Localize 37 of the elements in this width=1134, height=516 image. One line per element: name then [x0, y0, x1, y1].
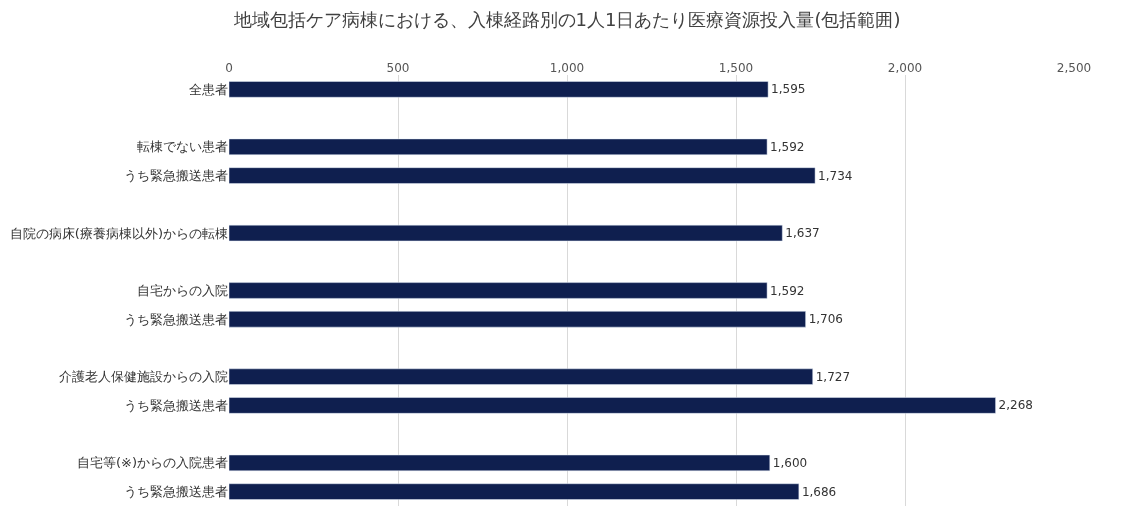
bar — [229, 138, 768, 155]
data-label: 1,592 — [770, 283, 805, 298]
bar — [229, 224, 783, 242]
bar — [229, 282, 768, 299]
data-label: 1,727 — [815, 369, 851, 384]
bar — [229, 368, 813, 385]
data-label: 2,268 — [998, 398, 1033, 413]
y-tick-label: 全患者 — [189, 81, 228, 97]
y-tick-label: うち緊急搬送患者 — [124, 311, 228, 327]
y-tick-label: うち緊急搬送患者 — [124, 168, 228, 184]
data-label: 1,706 — [808, 312, 843, 327]
bar — [229, 454, 771, 472]
chart-title: 地域包括ケア病棟における、入棟経路別の1人1日あたり医療資源投入量(包括範囲) — [232, 8, 901, 30]
data-label: 1,686 — [801, 484, 837, 499]
bar — [229, 167, 816, 184]
y-tick-label: 自宅等(※)からの入院患者 — [76, 455, 228, 471]
x-tick-label: 2,000 — [887, 60, 923, 75]
bar — [229, 81, 769, 98]
y-tick-label: 自院の病床(療養病棟以外)からの転棟 — [9, 225, 228, 241]
x-tick-label: 2,500 — [1056, 60, 1092, 75]
y-tick-label: 転棟でない患者 — [137, 139, 228, 155]
y-tick-label: うち緊急搬送患者 — [124, 397, 228, 413]
data-label: 1,592 — [770, 139, 805, 154]
x-tick-label: 1,000 — [549, 60, 585, 75]
x-tick-label: 500 — [386, 60, 410, 75]
x-tick-label: 1,500 — [718, 60, 754, 75]
bar — [229, 397, 996, 414]
bar — [229, 483, 800, 500]
data-label: 1,734 — [818, 168, 853, 183]
data-label: 1,637 — [785, 226, 820, 241]
data-label: 1,595 — [771, 82, 806, 97]
y-tick-label: うち緊急搬送患者 — [124, 484, 228, 500]
x-tick-label: 0 — [225, 60, 233, 75]
data-label: 1,600 — [772, 455, 808, 470]
bar — [229, 311, 806, 328]
y-tick-label: 介護老人保健施設からの入院 — [59, 369, 228, 385]
y-tick-label: 自宅からの入院 — [137, 283, 228, 299]
